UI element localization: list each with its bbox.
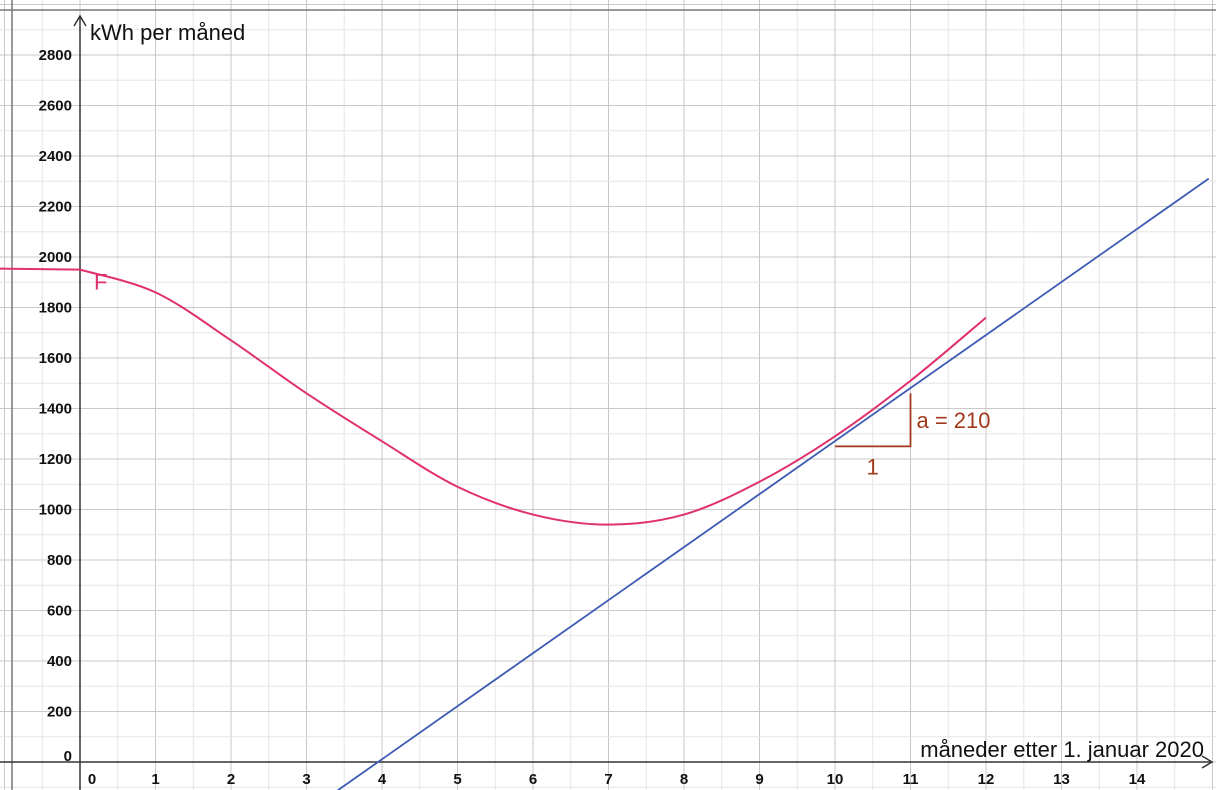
tangent-line — [336, 177, 1210, 790]
y-tick-label: 2400 — [39, 148, 72, 165]
x-tick-labels: 0 1 2 3 4 5 6 7 8 9 10 11 12 13 14 — [88, 771, 1146, 788]
curve-f-left-stub — [0, 267, 81, 271]
x-tick-label: 2 — [227, 771, 235, 788]
slope-triangle — [835, 393, 912, 448]
y-tick-label: 200 — [47, 704, 72, 721]
curve-f — [79, 268, 987, 526]
annotations: 1 a = 210 — [835, 393, 991, 479]
series-layer: F — [0, 177, 1210, 790]
y-tick-label: 0 — [64, 748, 72, 765]
y-tick-label: 1400 — [39, 401, 72, 418]
y-tick-label: 2200 — [39, 199, 72, 216]
x-tick-label: 10 — [827, 771, 844, 788]
x-tick-label: 11 — [903, 771, 919, 788]
y-axis-label: kWh per måned — [90, 20, 245, 45]
y-tick-label: 2800 — [39, 47, 72, 64]
slope-run-label: 1 — [867, 454, 879, 479]
y-tick-label: 400 — [47, 653, 72, 670]
x-tick-label: 14 — [1129, 771, 1146, 788]
axes — [0, 14, 1214, 790]
y-tick-label: 1800 — [39, 300, 72, 317]
x-tick-label: 5 — [453, 771, 461, 788]
x-tick-label: 8 — [680, 771, 688, 788]
y-tick-label: 600 — [47, 603, 72, 620]
x-tick-label: 1 — [151, 771, 159, 788]
y-tick-label: 800 — [47, 552, 72, 569]
x-tick-label: 9 — [755, 771, 763, 788]
y-tick-label: 1600 — [39, 350, 72, 367]
y-tick-label: 2600 — [39, 98, 72, 115]
x-tick-label: 6 — [529, 771, 537, 788]
x-axis-arrow — [1201, 755, 1214, 769]
slope-rise-label: a = 210 — [917, 408, 991, 433]
x-tick-label: 12 — [978, 771, 995, 788]
y-tick-label: 1200 — [39, 451, 72, 468]
x-tick-label: 13 — [1053, 771, 1070, 788]
y-tick-label: 2000 — [39, 249, 72, 266]
x-tick-label: 7 — [604, 771, 612, 788]
x-tick-label: 4 — [378, 771, 387, 788]
y-tick-label: 1000 — [39, 502, 72, 519]
x-tick-label: 3 — [302, 771, 310, 788]
y-tick-labels: 0 200 400 600 800 1000 1200 1400 1600 1800 2000 220… — [39, 47, 72, 765]
curve-f-name: F — [94, 270, 107, 295]
x-tick-label: 0 — [88, 771, 96, 788]
y-axis-arrow — [73, 14, 87, 27]
x-axis-label: måneder etter 1. januar 2020 — [920, 737, 1204, 762]
